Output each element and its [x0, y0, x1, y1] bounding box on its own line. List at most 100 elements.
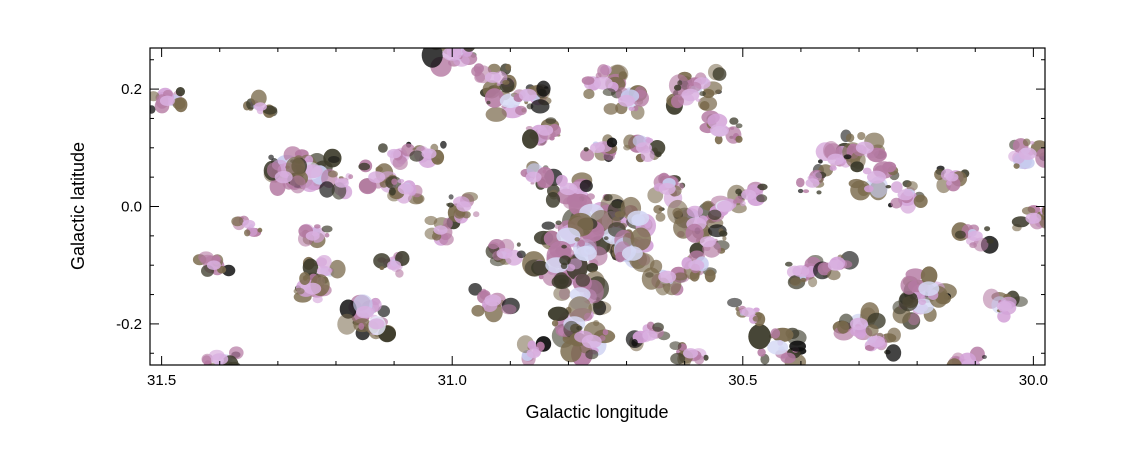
emission-pixel-blob	[391, 178, 398, 185]
emission-pixel-blob	[1011, 216, 1030, 228]
emission-clump	[520, 161, 555, 190]
emission-pixel-blob	[257, 227, 263, 233]
emission-pixel-blob	[702, 88, 715, 99]
emission-clump	[813, 250, 859, 281]
emission-pixel-blob	[537, 179, 546, 188]
emission-pixel-blob	[748, 324, 771, 350]
emission-clump	[623, 134, 666, 163]
emission-pixel-blob	[633, 105, 639, 112]
emission-pixel-blob	[448, 194, 454, 200]
emission-pixel-blob	[558, 247, 574, 259]
emission-pixel-blob	[686, 205, 704, 218]
emission-pixel-blob	[1039, 212, 1045, 229]
emission-pixel-blob	[424, 215, 438, 226]
emission-pixel-blob	[481, 288, 487, 294]
emission-pixel-blob	[797, 188, 804, 194]
emission-clump	[733, 181, 768, 207]
emission-clump	[748, 324, 807, 365]
emission-pixel-blob	[951, 370, 963, 382]
emission-pixel-blob	[722, 236, 727, 241]
emission-clump	[421, 38, 478, 77]
emission-clump	[681, 250, 717, 283]
emission-clump	[353, 316, 396, 343]
emission-clump	[727, 297, 766, 327]
emission-pixel-blob	[887, 327, 901, 343]
emission-pixel-blob	[729, 117, 739, 125]
emission-clump	[468, 283, 520, 323]
emission-pixel-blob	[735, 123, 743, 129]
emission-pixel-blob	[818, 159, 823, 164]
emission-clump	[1011, 205, 1045, 232]
emission-pixel-blob	[289, 175, 306, 194]
emission-pixel-blob	[312, 295, 323, 304]
emission-pixel-blob	[547, 306, 569, 321]
emission-pixel-blob	[531, 260, 549, 276]
emission-clump	[647, 172, 686, 209]
emission-pixel-blob	[463, 48, 475, 52]
emission-core	[681, 88, 700, 102]
emission-pixel-blob	[735, 135, 743, 143]
emission-clump	[580, 134, 618, 163]
emission-pixel-blob	[864, 185, 874, 193]
emission-pixel-blob	[440, 140, 447, 149]
emission-pixel-blob	[536, 80, 551, 97]
emission-pixel-blob	[302, 258, 319, 277]
emission-pixel-blob	[321, 225, 333, 233]
emission-clump	[485, 238, 526, 267]
emission-pixel-blob	[920, 266, 938, 286]
emission-core	[242, 219, 256, 229]
emission-pixel-blob	[973, 237, 989, 252]
emission-pixel-blob	[324, 232, 330, 238]
emission-pixel-blob	[175, 87, 185, 97]
emission-pixel-blob	[631, 339, 638, 347]
x-tick-label: 30.5	[728, 372, 757, 389]
emission-pixel-blob	[559, 255, 571, 266]
emission-pixel-blob	[250, 89, 267, 107]
emission-pixel-blob	[485, 107, 507, 122]
emission-pixel-blob	[448, 38, 454, 42]
emission-pixel-blob	[516, 250, 526, 259]
emission-pixel-blob	[395, 269, 404, 278]
emission-clump	[471, 63, 515, 93]
emission-pixel-blob	[583, 88, 595, 100]
y-axis-label: Galactic latitude	[68, 142, 88, 270]
emission-pixel-blob	[456, 39, 463, 47]
emission-pixel-blob	[719, 230, 728, 237]
emission-pixel-blob	[808, 276, 818, 288]
emission-pixel-blob	[603, 103, 619, 115]
emission-core	[334, 178, 349, 188]
emission-pixel-blob	[603, 236, 609, 241]
emission-pixel-blob	[946, 358, 963, 365]
emission-pixel-blob	[1022, 138, 1031, 147]
emission-pixel-blob	[319, 181, 335, 198]
emission-core	[387, 148, 402, 159]
emission-pixel-blob	[789, 340, 806, 352]
emission-core	[967, 230, 983, 242]
emission-pixel-blob	[968, 369, 973, 374]
emission-pixel-blob	[348, 174, 354, 180]
emission-clump	[243, 89, 278, 118]
emission-pixel-blob	[471, 305, 485, 317]
emission-pixel-blob	[785, 261, 793, 267]
emission-clump	[946, 346, 987, 382]
emission-pixel-blob	[969, 242, 977, 249]
emission-pixel-blob	[560, 340, 582, 363]
emission-pixel-blob	[712, 67, 727, 81]
emission-pixel-blob	[339, 299, 357, 319]
emission-pixel-blob	[447, 202, 454, 208]
emission-pixel-blob	[221, 365, 231, 371]
emission-pixel-blob	[890, 197, 903, 209]
emission-pixel-blob	[439, 233, 454, 246]
emission-core	[961, 359, 978, 365]
emission-clump	[934, 165, 970, 194]
emission-clump	[796, 169, 827, 195]
emission-pixel-blob	[882, 161, 897, 173]
emission-clump	[337, 294, 390, 335]
emission-pixel-blob	[375, 166, 383, 173]
emission-core	[304, 282, 322, 295]
emission-core	[525, 171, 542, 183]
emission-pixel-blob	[757, 183, 768, 191]
emission-clump	[1008, 138, 1045, 170]
emission-clump	[702, 184, 747, 222]
